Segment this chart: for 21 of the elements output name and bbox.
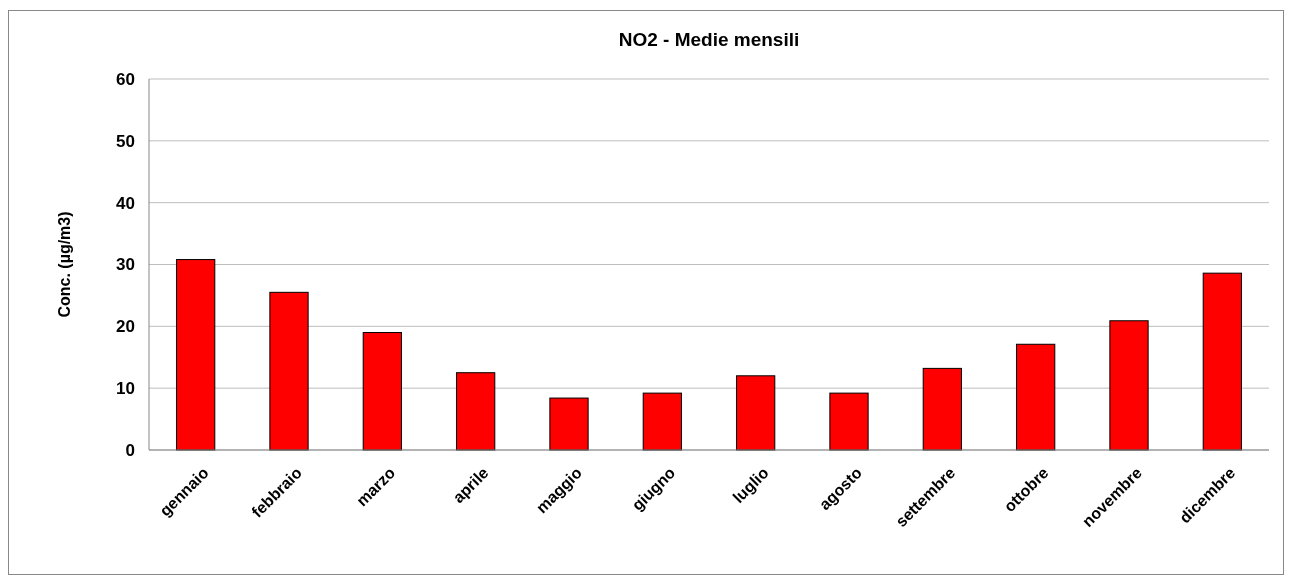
bar (269, 291, 309, 451)
y-tick-label: 10 (116, 379, 135, 399)
chart-title: NO2 - Medie mensili (618, 29, 800, 50)
bar (922, 367, 962, 451)
y-tick-label: 20 (116, 317, 135, 337)
y-tick-label: 0 (125, 440, 135, 460)
bar (176, 259, 216, 451)
bar (1016, 343, 1056, 451)
bar (549, 397, 589, 451)
y-tick-label: 50 (116, 131, 135, 151)
bar (1109, 320, 1149, 451)
bar (829, 392, 869, 451)
y-tick-label: 40 (116, 193, 135, 213)
bar (1202, 272, 1242, 451)
y-tick-label: 30 (116, 255, 135, 275)
y-tick-label: 60 (116, 69, 135, 89)
bar (362, 332, 402, 451)
bar (456, 372, 496, 451)
bar (642, 392, 682, 451)
bar (736, 375, 776, 451)
y-axis-title: Conc. (µg/m3) (56, 211, 73, 318)
